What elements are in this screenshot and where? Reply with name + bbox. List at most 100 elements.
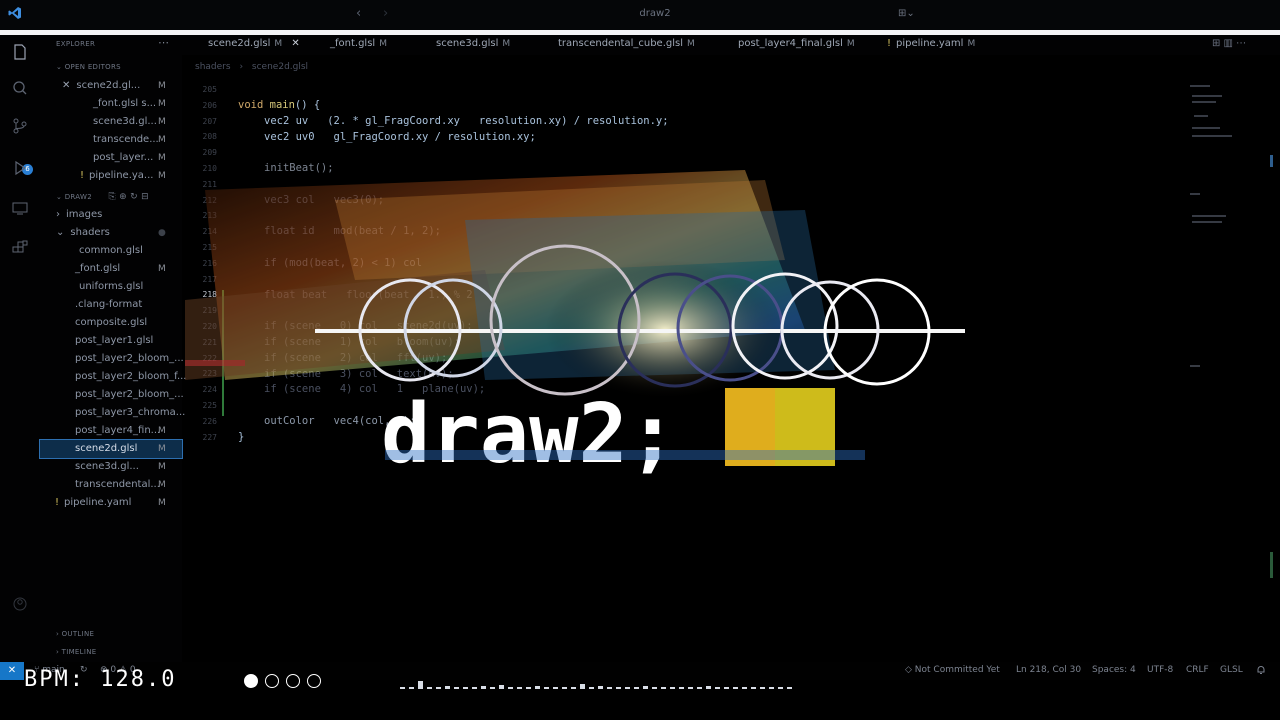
tab-post-layer4-final[interactable]: post_layer4_final.glsl M	[738, 35, 855, 55]
language-mode[interactable]: GLSL	[1220, 665, 1243, 675]
timeline-header[interactable]: › TIMELINE	[56, 648, 96, 656]
layout-menu-button[interactable]: ⊞⌄	[898, 8, 915, 19]
tree-file[interactable]: post_layer2_bloom_...	[40, 386, 184, 404]
meter-bar	[688, 687, 693, 689]
account-icon[interactable]	[10, 595, 30, 615]
meter-bar	[706, 686, 711, 689]
tree-file[interactable]: post_layer1.glsl	[40, 332, 182, 350]
overlay-circle	[489, 244, 641, 396]
breadcrumb-file[interactable]: scene2d.glsl	[251, 62, 309, 72]
file-label: post_layer2_bloom_f...	[75, 371, 187, 382]
meter-bar	[445, 686, 450, 689]
branch-status[interactable]: ⑂ main	[34, 665, 65, 675]
tree-file-selected[interactable]: scene2d.glsl M	[39, 439, 183, 459]
overlay-pixel-logo: draw2;	[381, 387, 865, 482]
open-editor-item[interactable]: post_layer... M	[40, 149, 182, 167]
open-editor-label: transcende...	[93, 134, 159, 145]
tree-file[interactable]: post_layer2_bloom_f...	[40, 368, 186, 386]
code-line: }	[238, 430, 245, 443]
meter-bar	[679, 687, 684, 689]
open-editor-item[interactable]: ! pipeline.ya... M	[40, 167, 182, 185]
breadcrumb-folder[interactable]: shaders	[195, 62, 231, 72]
meter-bar	[472, 687, 477, 689]
code-line: vec2 uv0 gl_FragCoord.xy / resolution.xy…	[264, 130, 536, 143]
minimap[interactable]	[1188, 75, 1248, 375]
tab-transcendental-cube[interactable]: transcendental_cube.glsl M	[558, 35, 695, 55]
tree-file[interactable]: .clang-format	[40, 296, 182, 314]
tree-file[interactable]: ! pipeline.yaml M	[40, 494, 182, 512]
encoding-status[interactable]: UTF-8	[1147, 665, 1174, 675]
notifications-icon[interactable]	[1256, 665, 1266, 678]
search-icon[interactable]	[10, 79, 30, 99]
outline-header[interactable]: › OUTLINE	[56, 630, 94, 638]
tree-file[interactable]: scene3d.gl... M	[40, 458, 182, 476]
open-editors-header[interactable]: ⌄ OPEN EDITORS	[56, 63, 121, 71]
open-editor-item[interactable]: transcende... M	[40, 131, 182, 149]
problems-status[interactable]: ⊗ 0 ⚠ 0	[100, 665, 136, 675]
tree-file[interactable]: composite.glsl	[40, 314, 182, 332]
tree-file[interactable]: post_layer3_chroma...	[40, 404, 185, 422]
scrollbar-thumb[interactable]	[1270, 155, 1273, 167]
remote-icon[interactable]	[10, 199, 30, 219]
extensions-icon[interactable]	[10, 239, 30, 259]
tab-label: scene2d.glsl	[208, 38, 271, 49]
tab-scene2d[interactable]: scene2d.glsl M ✕	[208, 35, 300, 55]
title-bar: ‹ › draw2 ⊞⌄	[0, 0, 1280, 30]
meter-bar	[742, 687, 747, 689]
meter-bar	[580, 684, 585, 689]
back-button[interactable]: ‹	[356, 6, 362, 21]
open-editor-label: pipeline.ya...	[89, 170, 154, 181]
tree-file[interactable]: common.glsl	[40, 242, 182, 260]
activity-bar: 6	[0, 35, 40, 665]
sync-icon[interactable]: ↻	[80, 665, 88, 675]
modified-badge: M	[158, 135, 166, 145]
line-number: 210	[202, 163, 217, 173]
indentation-status[interactable]: Spaces: 4	[1092, 665, 1136, 675]
project-header[interactable]: ⌄ DRAW2 ⎘ ⊕ ↻ ⊟	[56, 192, 149, 202]
file-label: uniforms.glsl	[79, 281, 144, 292]
tree-file[interactable]: transcendental... M	[40, 476, 182, 494]
yaml-file-icon: !	[80, 170, 85, 181]
tree-file[interactable]: post_layer4_fin... M	[40, 422, 182, 440]
line-number: 224	[202, 385, 217, 395]
project-actions[interactable]: ⎘ ⊕ ↻ ⊟	[108, 192, 150, 202]
git-blame-status[interactable]: ◇ Not Committed Yet	[905, 665, 1000, 675]
chevron-down-icon: ⌄	[56, 227, 65, 238]
remote-indicator[interactable]: ✕	[0, 662, 24, 680]
file-label: .clang-format	[75, 299, 143, 310]
folder-shaders[interactable]: ⌄ shaders ●	[40, 224, 182, 242]
run-debug-icon[interactable]	[10, 159, 30, 179]
explorer-icon[interactable]	[10, 43, 30, 63]
explorer-sidebar: EXPLORER ⋯ ⌄ OPEN EDITORS ✕ scene2d.gl...…	[39, 35, 186, 665]
tab-scene3d[interactable]: scene3d.glsl M	[436, 35, 510, 55]
cursor-position[interactable]: Ln 218, Col 30	[1016, 665, 1082, 675]
close-icon[interactable]: ✕	[291, 38, 300, 49]
open-editor-item[interactable]: scene3d.gl... M	[40, 113, 182, 131]
meter-bar	[535, 686, 540, 689]
tab-label: transcendental_cube.glsl	[558, 38, 683, 49]
eol-status[interactable]: CRLF	[1186, 665, 1209, 675]
folder-images[interactable]: › images	[40, 206, 182, 224]
open-editor-item[interactable]: _font.glsl s... M	[40, 95, 182, 113]
branch-icon: ⑂	[34, 665, 43, 675]
split-editor-icon[interactable]: ⊞ ▥ ⋯	[1212, 38, 1247, 49]
open-editor-item[interactable]: ✕ scene2d.gl... M	[40, 77, 182, 95]
close-icon[interactable]: ✕	[62, 80, 71, 91]
beat-dot	[244, 674, 258, 688]
tree-file[interactable]: uniforms.glsl	[40, 278, 182, 296]
file-label: post_layer4_fin...	[75, 425, 161, 436]
tab-font[interactable]: _font.glsl M	[330, 35, 387, 55]
tab-pipeline[interactable]: ! pipeline.yaml M	[887, 35, 975, 55]
modified-badge: M	[158, 480, 166, 490]
audio-level-meter	[400, 681, 792, 689]
tree-file[interactable]: _font.glsl M	[40, 260, 182, 278]
forward-button[interactable]: ›	[383, 6, 389, 21]
modified-badge: M	[502, 39, 511, 49]
breadcrumb: shaders › scene2d.glsl	[195, 62, 308, 72]
meter-bar	[508, 687, 513, 689]
line-number: 208	[202, 132, 217, 142]
explorer-more-button[interactable]: ⋯	[158, 36, 169, 49]
code-line: if (scene 4) col 1 plane(uv);	[264, 383, 486, 396]
source-control-icon[interactable]	[10, 117, 30, 137]
tree-file[interactable]: post_layer2_bloom_...	[40, 350, 184, 368]
